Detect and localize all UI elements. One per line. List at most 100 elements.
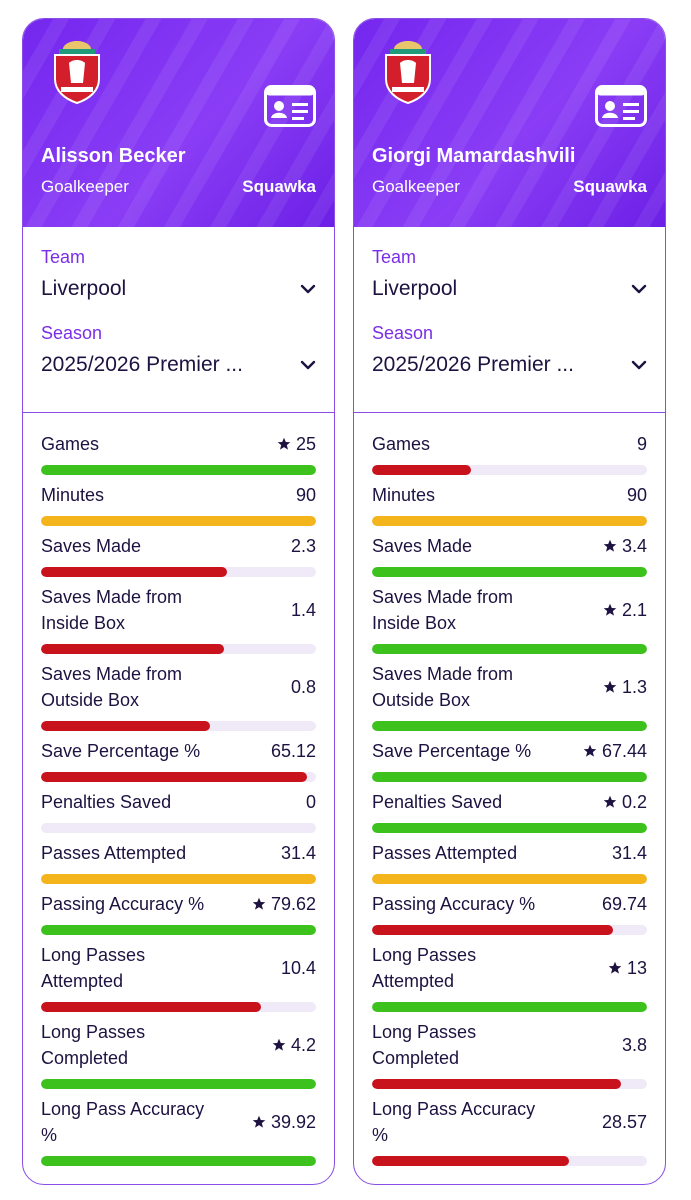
stat-header: Games 9 <box>372 431 647 457</box>
stat-bar <box>372 644 647 654</box>
stat-value-wrap: 28.57 <box>602 1112 647 1133</box>
stat-bar-track <box>41 874 316 884</box>
stat-value: 31.4 <box>280 842 316 863</box>
season-dropdown[interactable]: 2025/2026 Premier ... <box>372 351 647 379</box>
stat-bar-track <box>372 516 647 526</box>
stat-header: Games 25 <box>41 431 316 457</box>
team-dropdown[interactable]: Liverpool <box>372 275 647 303</box>
star-icon <box>603 680 617 693</box>
chevron-icon <box>631 360 647 370</box>
stat-bar <box>41 516 316 526</box>
stat-value: 31.4 <box>611 842 647 863</box>
stat-label: Long Passes Completed <box>372 1022 477 1068</box>
stat-row: Long Passes Completed 3.8 <box>372 1019 647 1089</box>
stat-value: 1.4 <box>290 599 316 620</box>
stat-value: 25 <box>295 433 316 454</box>
stat-header: Passes Attempted 31.4 <box>372 840 647 866</box>
star-icon <box>608 961 622 974</box>
stat-value-wrap: 39.92 <box>252 1112 316 1133</box>
player-name: Giorgi Mamardashvili <box>372 145 576 167</box>
stat-value-wrap: 3.8 <box>622 1035 647 1056</box>
season-dropdown[interactable]: 2025/2026 Premier ... <box>41 351 316 379</box>
stat-value: 65.12 <box>270 740 316 761</box>
stat-value-wrap: 9 <box>637 434 647 455</box>
stat-bar-track <box>372 567 647 577</box>
stat-value: 13 <box>626 957 647 978</box>
stat-bar-track <box>372 823 647 833</box>
card-header: Alisson Becker Goalkeeper Squawka <box>23 19 334 227</box>
stat-label: Saves Made <box>372 536 473 556</box>
stat-bar <box>41 1156 316 1166</box>
star-icon <box>252 897 266 910</box>
stat-bar-track <box>41 465 316 475</box>
stat-row: Save Percentage % 67.44 <box>372 738 647 782</box>
stat-header: Passing Accuracy % 69.74 <box>372 891 647 917</box>
stat-value-wrap: 69.74 <box>602 894 647 915</box>
stat-bar <box>372 1002 647 1012</box>
stat-header: Saves Made from Outside Box 1.3 <box>372 661 647 713</box>
stat-header: Long Pass Accuracy % 28.57 <box>372 1096 647 1148</box>
data-source: Squawka <box>573 177 647 196</box>
stats-list: Games 9 Minutes 90 Saves Made 3.4 Saves Made f… <box>354 413 665 1166</box>
stat-label: Passing Accuracy % <box>372 894 536 914</box>
stat-bar-track <box>372 772 647 782</box>
stat-bar <box>372 874 647 884</box>
stat-header: Long Pass Accuracy % 39.92 <box>41 1096 316 1148</box>
stat-header: Saves Made 2.3 <box>41 533 316 559</box>
stat-value-wrap: 13 <box>608 958 647 979</box>
stat-value: 3.4 <box>621 535 647 556</box>
chevron-icon <box>631 284 647 294</box>
stat-row: Penalties Saved 0.2 <box>372 789 647 833</box>
star-icon <box>603 539 617 552</box>
stat-header: Long Passes Completed 4.2 <box>41 1019 316 1071</box>
player-card: Alisson Becker Goalkeeper Squawka Team Liver… <box>22 18 335 1185</box>
stat-value-wrap: 90 <box>627 485 647 506</box>
stat-label: Long Pass Accuracy % <box>41 1099 205 1145</box>
stat-header: Long Passes Completed 3.8 <box>372 1019 647 1071</box>
stat-value: 9 <box>636 433 647 454</box>
stat-bar-track <box>41 567 316 577</box>
stat-label: Long Passes Attempted <box>41 945 146 991</box>
player-card: Giorgi Mamardashvili Goalkeeper Squawka Tea… <box>353 18 666 1185</box>
stat-header: Penalties Saved 0 <box>41 789 316 815</box>
stat-value: 90 <box>626 484 647 505</box>
stat-label: Penalties Saved <box>372 792 503 812</box>
stat-label: Saves Made from Outside Box <box>372 664 514 710</box>
stat-value: 4.2 <box>290 1034 316 1055</box>
stat-row: Saves Made from Inside Box 1.4 <box>41 584 316 654</box>
stat-value-wrap: 65.12 <box>271 741 316 762</box>
profile-card-icon <box>264 85 316 127</box>
stat-header: Save Percentage % 67.44 <box>372 738 647 764</box>
star-icon <box>272 1038 286 1051</box>
stat-label: Minutes <box>41 485 105 505</box>
star-icon <box>252 1115 266 1128</box>
team-dropdown[interactable]: Liverpool <box>41 275 316 303</box>
stat-row: Games 25 <box>41 431 316 475</box>
club-crest <box>54 41 100 105</box>
stat-bar-track <box>372 925 647 935</box>
stat-bar-track <box>372 1002 647 1012</box>
stat-bar-track <box>41 1002 316 1012</box>
stat-row: Passes Attempted 31.4 <box>372 840 647 884</box>
stat-value-wrap: 0.2 <box>603 792 647 813</box>
stat-value-wrap: 4.2 <box>272 1035 316 1056</box>
stat-row: Saves Made 3.4 <box>372 533 647 577</box>
stat-row: Passing Accuracy % 79.62 <box>41 891 316 935</box>
stat-label: Save Percentage % <box>41 741 201 761</box>
stat-bar-track <box>41 644 316 654</box>
chevron-icon <box>300 284 316 294</box>
stat-value: 1.3 <box>621 676 647 697</box>
stat-value-wrap: 2.1 <box>603 600 647 621</box>
stat-value: 3.8 <box>621 1034 647 1055</box>
stat-bar <box>372 925 613 935</box>
stat-label: Save Percentage % <box>372 741 532 761</box>
star-icon <box>277 437 291 450</box>
stat-label: Long Passes Attempted <box>372 945 477 991</box>
stat-row: Passes Attempted 31.4 <box>41 840 316 884</box>
season-value: 2025/2026 Premier ... <box>372 353 574 376</box>
stat-row: Long Passes Attempted 13 <box>372 942 647 1012</box>
stat-row: Games 9 <box>372 431 647 475</box>
stat-row: Minutes 90 <box>372 482 647 526</box>
stat-header: Long Passes Attempted 13 <box>372 942 647 994</box>
stat-bar-track <box>372 1079 647 1089</box>
